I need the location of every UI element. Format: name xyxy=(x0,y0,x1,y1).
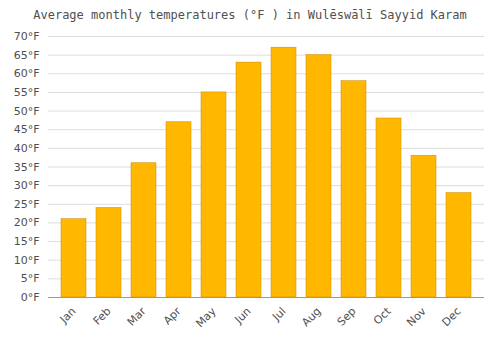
svg-text:50°F: 50°F xyxy=(14,105,40,118)
svg-text:55°F: 55°F xyxy=(14,86,40,99)
svg-text:Jul: Jul xyxy=(269,305,288,324)
svg-text:Aug: Aug xyxy=(299,305,323,329)
svg-text:Jan: Jan xyxy=(57,305,79,327)
svg-text:25°F: 25°F xyxy=(14,198,40,211)
svg-text:20°F: 20°F xyxy=(14,216,40,229)
svg-text:15°F: 15°F xyxy=(14,235,40,248)
svg-text:Apr: Apr xyxy=(161,304,184,327)
svg-text:45°F: 45°F xyxy=(14,123,40,136)
svg-text:Oct: Oct xyxy=(371,304,394,327)
svg-text:30°F: 30°F xyxy=(14,179,40,192)
svg-text:Feb: Feb xyxy=(91,305,114,328)
svg-text:Sep: Sep xyxy=(335,305,359,329)
svg-text:65°F: 65°F xyxy=(14,49,40,62)
svg-text:70°F: 70°F xyxy=(14,30,40,43)
svg-text:40°F: 40°F xyxy=(14,142,40,155)
svg-text:Jun: Jun xyxy=(232,305,254,327)
svg-text:Dec: Dec xyxy=(439,305,463,329)
svg-text:Mar: Mar xyxy=(125,304,149,328)
html-text:Average monthly temperatures (: Average monthly temperatures (°F ) in Wu… xyxy=(33,8,467,22)
svg-text:35°F: 35°F xyxy=(14,161,40,174)
svg-text:0°F: 0°F xyxy=(21,291,40,304)
svg-text:Nov: Nov xyxy=(404,304,429,329)
svg-text:10°F: 10°F xyxy=(14,254,40,267)
svg-text:60°F: 60°F xyxy=(14,67,40,80)
svg-text:5°F: 5°F xyxy=(21,272,40,285)
svg-text:May: May xyxy=(193,304,219,330)
